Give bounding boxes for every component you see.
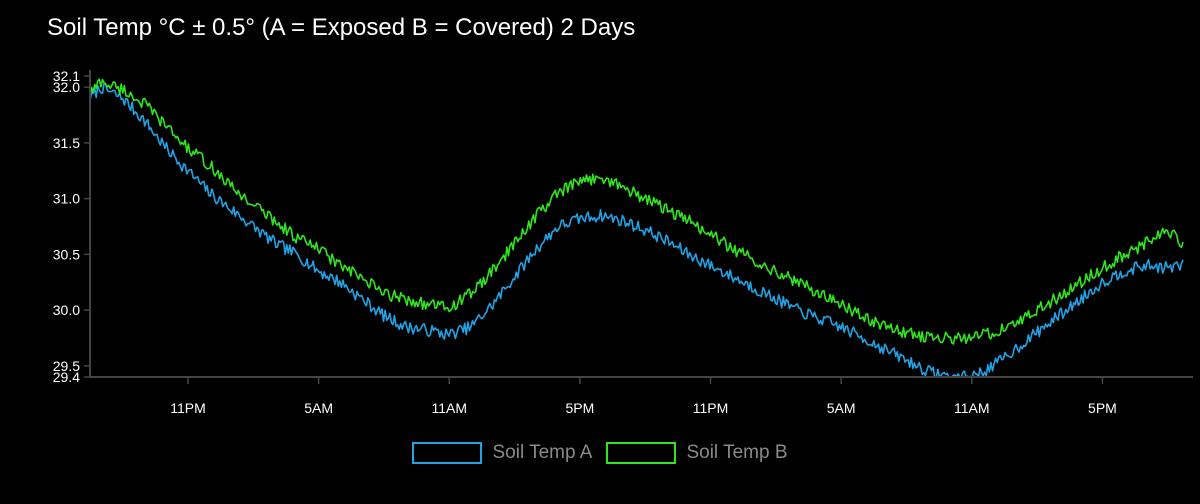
x-tick-label: 5AM <box>304 400 333 416</box>
y-tick-label: 29.5 <box>53 358 80 374</box>
legend-swatch-b <box>606 442 677 464</box>
x-tick-label: 11PM <box>170 400 206 416</box>
y-tick-label: 30.0 <box>53 302 80 318</box>
chart-title: Soil Temp °C ± 0.5° (A = Exposed B = Cov… <box>47 14 636 41</box>
series-layer <box>89 78 1184 378</box>
legend-label-a: Soil Temp A <box>492 442 593 463</box>
y-tick-label: 32.0 <box>53 79 80 95</box>
x-tick-label: 5AM <box>827 400 856 416</box>
x-tick-label: 11PM <box>693 400 729 416</box>
legend: Soil Temp A Soil Temp B <box>0 442 1200 464</box>
legend-swatch-a <box>412 442 483 464</box>
y-axis-ticks: 32.132.0 31.5 31.0 30.5 30.0 29.529.4 <box>53 68 90 385</box>
x-axis-ticks: 11PM 5AM 11AM 5PM 11PM 5AM 11AM 5PM <box>170 377 1117 416</box>
y-tick-label: 32.1 <box>53 68 80 84</box>
y-tick-label: 31.0 <box>53 191 80 207</box>
x-tick-label: 5PM <box>565 400 594 416</box>
x-tick-label: 11AM <box>954 400 990 416</box>
x-tick-label: 11AM <box>431 400 467 416</box>
y-tick-label: 29.4 <box>53 369 80 385</box>
y-tick-label: 31.5 <box>53 135 80 151</box>
series-line-a[interactable] <box>89 82 1184 378</box>
legend-item-a[interactable]: Soil Temp A <box>412 442 592 464</box>
legend-label-b: Soil Temp B <box>686 442 788 463</box>
legend-item-b[interactable]: Soil Temp B <box>606 442 788 464</box>
series-line-b[interactable] <box>89 78 1184 345</box>
x-tick-label: 5PM <box>1088 400 1117 416</box>
y-tick-label: 30.5 <box>53 246 80 262</box>
